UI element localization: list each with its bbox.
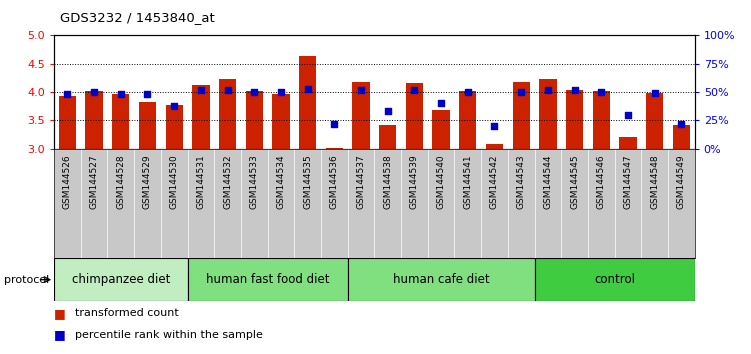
Point bbox=[328, 121, 340, 127]
Bar bbox=[139, 102, 156, 149]
Text: chimpanzee diet: chimpanzee diet bbox=[71, 273, 170, 286]
Text: GSM144528: GSM144528 bbox=[116, 154, 125, 209]
Text: GSM144529: GSM144529 bbox=[143, 154, 152, 209]
Text: GSM144541: GSM144541 bbox=[463, 154, 472, 209]
Point bbox=[488, 123, 500, 129]
Bar bbox=[326, 148, 343, 149]
Bar bbox=[165, 105, 182, 149]
Bar bbox=[539, 79, 556, 149]
Text: GSM144544: GSM144544 bbox=[544, 154, 553, 209]
Text: GSM144536: GSM144536 bbox=[330, 154, 339, 209]
Text: control: control bbox=[594, 273, 635, 286]
Bar bbox=[348, 258, 535, 301]
Point bbox=[62, 91, 74, 97]
Bar bbox=[459, 91, 476, 149]
Point bbox=[435, 101, 447, 106]
Text: ■: ■ bbox=[54, 328, 66, 341]
Bar bbox=[59, 96, 76, 149]
Point bbox=[569, 87, 581, 93]
Text: GSM144531: GSM144531 bbox=[196, 154, 205, 209]
Point bbox=[515, 89, 527, 95]
Text: GSM144549: GSM144549 bbox=[677, 154, 686, 209]
Bar bbox=[646, 93, 663, 149]
Text: GSM144526: GSM144526 bbox=[63, 154, 72, 209]
Text: GSM144537: GSM144537 bbox=[357, 154, 366, 209]
Text: GSM144546: GSM144546 bbox=[597, 154, 606, 209]
Point bbox=[168, 103, 180, 108]
Point bbox=[88, 89, 100, 95]
Bar bbox=[486, 144, 503, 149]
Text: ■: ■ bbox=[54, 307, 66, 320]
Text: GSM144538: GSM144538 bbox=[383, 154, 392, 209]
Bar bbox=[112, 94, 129, 149]
Text: human fast food diet: human fast food diet bbox=[206, 273, 330, 286]
Point bbox=[275, 89, 287, 95]
Bar bbox=[406, 83, 423, 149]
Text: GSM144548: GSM144548 bbox=[650, 154, 659, 209]
Text: GSM144527: GSM144527 bbox=[89, 154, 98, 209]
Text: GSM144530: GSM144530 bbox=[170, 154, 179, 209]
Bar bbox=[54, 258, 188, 301]
Text: transformed count: transformed count bbox=[75, 308, 179, 318]
Bar bbox=[246, 91, 263, 149]
Text: GDS3232 / 1453840_at: GDS3232 / 1453840_at bbox=[60, 11, 215, 24]
Bar bbox=[535, 258, 695, 301]
Text: GSM144545: GSM144545 bbox=[570, 154, 579, 209]
Text: GSM144532: GSM144532 bbox=[223, 154, 232, 209]
Bar bbox=[192, 85, 210, 149]
Point bbox=[462, 89, 474, 95]
Bar bbox=[86, 91, 103, 149]
Bar bbox=[352, 82, 369, 149]
Text: GSM144535: GSM144535 bbox=[303, 154, 312, 209]
Bar bbox=[593, 91, 610, 149]
Point bbox=[249, 89, 261, 95]
Text: percentile rank within the sample: percentile rank within the sample bbox=[75, 330, 263, 339]
Point bbox=[355, 87, 367, 93]
Point bbox=[302, 86, 314, 91]
Text: protocol: protocol bbox=[4, 275, 49, 285]
Point bbox=[675, 121, 687, 127]
Text: GSM144540: GSM144540 bbox=[436, 154, 445, 209]
Point bbox=[622, 112, 634, 118]
Bar bbox=[566, 90, 584, 149]
Bar bbox=[620, 137, 637, 149]
Point bbox=[596, 89, 608, 95]
Point bbox=[382, 108, 394, 114]
Bar bbox=[433, 110, 450, 149]
Bar bbox=[299, 56, 316, 149]
Point bbox=[222, 87, 234, 93]
Text: GSM144533: GSM144533 bbox=[250, 154, 259, 209]
Bar bbox=[379, 125, 397, 149]
Point bbox=[409, 87, 421, 93]
Point bbox=[649, 90, 661, 96]
Bar bbox=[188, 258, 348, 301]
Text: GSM144542: GSM144542 bbox=[490, 154, 499, 209]
Point bbox=[195, 87, 207, 93]
Point bbox=[542, 87, 554, 93]
Text: GSM144539: GSM144539 bbox=[410, 154, 419, 209]
Bar bbox=[673, 125, 690, 149]
Point bbox=[141, 91, 153, 97]
Bar bbox=[219, 79, 237, 149]
Text: GSM144543: GSM144543 bbox=[517, 154, 526, 209]
Point bbox=[115, 91, 127, 97]
Text: GSM144547: GSM144547 bbox=[623, 154, 632, 209]
Bar bbox=[273, 94, 290, 149]
Text: GSM144534: GSM144534 bbox=[276, 154, 285, 209]
Bar bbox=[512, 82, 530, 149]
Text: human cafe diet: human cafe diet bbox=[393, 273, 490, 286]
